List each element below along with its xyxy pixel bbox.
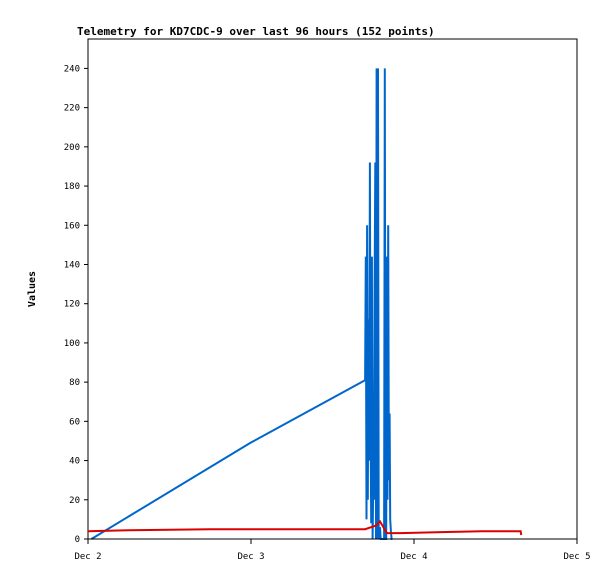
x-tick-label: Dec 5 bbox=[563, 552, 590, 562]
series-line-1 bbox=[90, 68, 393, 540]
series-layer bbox=[87, 68, 523, 540]
y-tick-label: 20 bbox=[69, 496, 80, 506]
y-tick-label: 220 bbox=[64, 104, 80, 114]
y-tick-label: 0 bbox=[75, 535, 80, 545]
y-axis: 0 20 40 60 80 100 120 140 160 180 200 220 240 bbox=[64, 64, 88, 545]
y-tick-label: 100 bbox=[64, 339, 80, 349]
x-tick-label: Dec 2 bbox=[74, 552, 101, 562]
chart-title: Telemetry for KD7CDC-9 over last 96 hour… bbox=[77, 25, 435, 38]
y-tick-label: 40 bbox=[69, 457, 80, 467]
y-tick-label: 160 bbox=[64, 221, 80, 231]
y-axis-label: Values bbox=[27, 271, 38, 307]
y-tick-label: 240 bbox=[64, 64, 80, 74]
x-tick-label: Dec 3 bbox=[237, 552, 264, 562]
y-tick-label: 200 bbox=[64, 143, 80, 153]
y-tick-label: 140 bbox=[64, 260, 80, 270]
y-tick-label: 80 bbox=[69, 378, 80, 388]
y-tick-label: 180 bbox=[64, 182, 80, 192]
plot-frame bbox=[87, 38, 578, 540]
y-tick-label: 120 bbox=[64, 300, 80, 310]
x-tick-label: Dec 4 bbox=[400, 552, 427, 562]
x-axis: Dec 2 Dec 3 Dec 4 Dec 5 bbox=[74, 539, 591, 562]
y-tick-label: 60 bbox=[69, 417, 80, 427]
series-line-2 bbox=[87, 519, 523, 536]
